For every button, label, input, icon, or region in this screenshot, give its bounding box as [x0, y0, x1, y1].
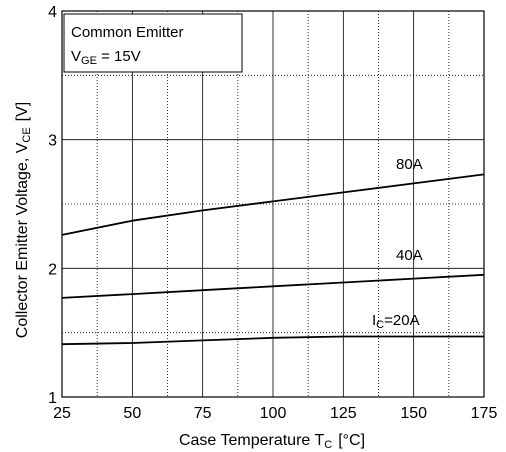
- legend-line-2-sub: GE: [81, 55, 97, 67]
- legend-line-2: VGE = 15V: [71, 48, 141, 67]
- y-axis-title-sub: CE: [21, 127, 33, 142]
- series-label-20a-rest: =20A: [384, 312, 419, 329]
- series-label-20a-main: I: [372, 312, 376, 329]
- y-tick-label: 1: [48, 390, 57, 407]
- y-tick-label: 3: [48, 133, 57, 150]
- series-layer: [61, 173, 485, 346]
- x-tick-label: 75: [194, 405, 212, 422]
- y-tick-label: 4: [48, 4, 57, 21]
- x-tick-label: 50: [123, 405, 141, 422]
- y-tick-label: 2: [48, 261, 57, 278]
- series-line-40a: [61, 273, 485, 299]
- tick-labels: 25 50 75 100 125 150 175 1 2 3 4: [48, 4, 497, 422]
- series-line-80a: [61, 173, 485, 236]
- y-axis-title-unit: [V]: [14, 102, 31, 122]
- x-tick-label: 150: [400, 405, 427, 422]
- y-axis-title: Collector Emitter Voltage, VCE [V]: [14, 102, 33, 338]
- legend-box: Common Emitter VGE = 15V: [63, 13, 243, 73]
- legend-line-1: Common Emitter: [71, 24, 184, 41]
- series-line-20a: [61, 335, 484, 346]
- plot-frame: [61, 10, 485, 398]
- x-axis-title-main: Case Temperature T: [179, 432, 324, 449]
- legend-line-2-main: V: [71, 48, 81, 65]
- x-tick-label: 125: [330, 405, 357, 422]
- x-axis-title-sub: C: [324, 439, 332, 451]
- x-tick-label: 100: [260, 405, 287, 422]
- series-label-20a-sub: C: [376, 319, 384, 331]
- x-axis-title: Case Temperature TC [°C]: [179, 432, 365, 451]
- y-axis-title-main: Collector Emitter Voltage, V: [14, 142, 31, 338]
- series-label-40a: 40A: [396, 247, 423, 264]
- x-axis-title-unit: [°C]: [338, 432, 365, 449]
- legend-line-2-rest: = 15V: [97, 48, 141, 65]
- legend-frame: [63, 13, 243, 73]
- series-label-80a: 80A: [396, 156, 423, 173]
- series-label-20a: IC=20A: [372, 312, 420, 331]
- x-tick-label: 175: [471, 405, 498, 422]
- x-tick-label: 25: [53, 405, 71, 422]
